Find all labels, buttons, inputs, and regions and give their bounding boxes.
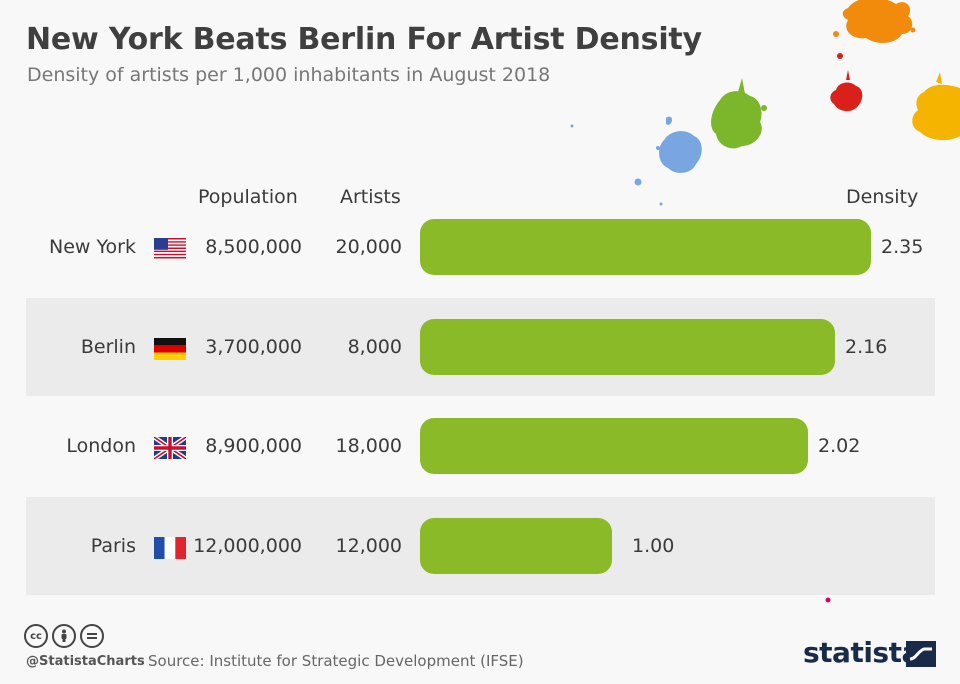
density-bar <box>420 418 808 474</box>
density-bar <box>420 517 612 574</box>
city-label: Paris <box>90 534 136 557</box>
uk-flag-icon <box>154 437 186 459</box>
creative-commons-icon: cc <box>24 624 48 648</box>
orange-splat-icon <box>833 0 916 43</box>
population-value: 12,000,000 <box>193 534 302 557</box>
green-splat-icon <box>711 78 767 149</box>
population-value: 8,500,000 <box>205 236 302 258</box>
germany-flag-icon <box>154 337 186 360</box>
artists-value: 8,000 <box>347 335 402 358</box>
city-label: Berlin <box>80 335 136 358</box>
table-row: Berlin 3,700,000 8,000 2.16 <box>26 297 935 396</box>
artists-value: 20,000 <box>335 236 402 258</box>
column-header-population: Population <box>198 186 298 208</box>
blue-splat-icon <box>570 116 702 206</box>
attribution-icon <box>52 624 76 648</box>
table-row: New York 8,500,000 20,000 2.35 <box>26 198 935 296</box>
table-row: London 8,900,000 18,000 2.02 <box>26 397 935 495</box>
density-value-label: 1.00 <box>632 534 675 557</box>
no-derivatives-icon <box>80 624 104 648</box>
column-header-density: Density <box>846 186 919 208</box>
statista-logo-icon <box>906 641 936 667</box>
density-value-label: 2.35 <box>881 236 924 258</box>
us-flag-icon <box>154 238 186 260</box>
artists-value: 18,000 <box>335 435 402 457</box>
density-value-label: 2.02 <box>818 435 861 457</box>
red-splat-icon <box>830 70 863 112</box>
population-value: 3,700,000 <box>205 335 302 358</box>
city-label: London <box>66 435 136 457</box>
source-note: Source: Institute for Strategic Developm… <box>148 652 524 670</box>
column-header-artists: Artists <box>340 186 401 208</box>
twitter-handle[interactable]: @StatistaCharts <box>26 654 145 669</box>
artists-value: 12,000 <box>335 534 402 557</box>
chart-title: New York Beats Berlin For Artist Density <box>26 22 702 57</box>
chart-body: New York 8,500,000 20,000 2.35 Berlin 3,700,0… <box>26 198 935 595</box>
chart-subtitle: Density of artists per 1,000 inhabitants… <box>27 64 551 86</box>
france-flag-icon <box>154 536 186 559</box>
density-value-label: 2.16 <box>845 335 888 358</box>
city-label: New York <box>48 236 136 258</box>
license-icons: cc <box>24 624 104 648</box>
population-value: 8,900,000 <box>205 435 302 457</box>
density-bar <box>420 219 871 275</box>
density-bar <box>420 318 835 375</box>
statista-logo[interactable]: statista <box>803 636 920 669</box>
yellow-splat-icon <box>912 72 960 141</box>
table-row: Paris 12,000,000 12,000 1.00 <box>26 496 935 595</box>
